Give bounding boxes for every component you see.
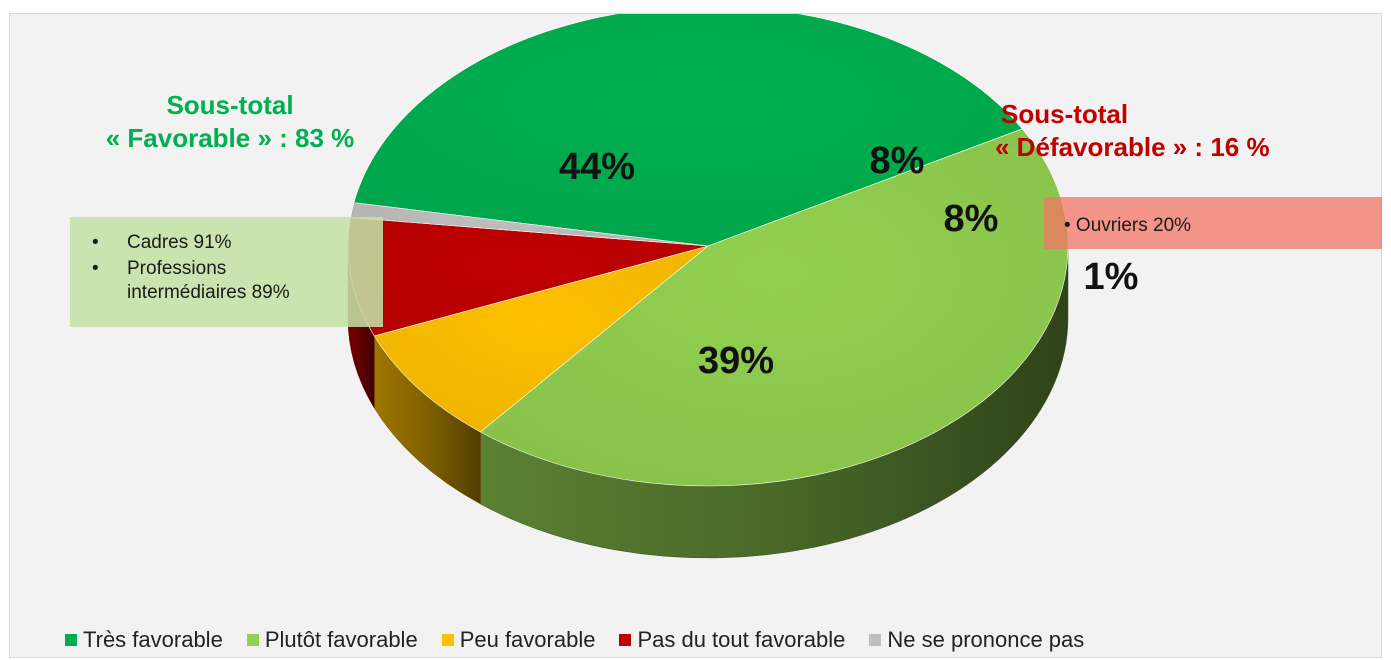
- subtotal-favorable-line2: « Favorable » : 83 %: [105, 123, 355, 153]
- data-labels: 39% 44% 8% 8% 1%: [559, 140, 1138, 382]
- legend-item-0: Très favorable: [65, 627, 223, 653]
- data-label-4: 1%: [1084, 256, 1139, 298]
- legend-label-1: Plutôt favorable: [264, 627, 418, 652]
- detail-professions-line1: Professions: [127, 258, 227, 279]
- legend-item-4: Ne se prononce pas: [869, 627, 1084, 653]
- chart-legend: Très favorable Plutôt favorable Peu favora…: [65, 627, 1385, 653]
- subtotal-favorable-line1: Sous-total: [166, 90, 294, 120]
- pie-slice-2: [373, 245, 709, 433]
- favorable-details-list: Cadres 91% Professions intermédiaires 89…: [70, 217, 383, 305]
- subtotal-defavorable-line2: « Défavorable » : 16 %: [995, 132, 1270, 162]
- legend-item-2: Peu favorable: [441, 627, 596, 653]
- favorable-details-box: Cadres 91% Professions intermédiaires 89…: [70, 217, 383, 327]
- legend-item-3: Pas du tout favorable: [619, 627, 845, 653]
- pie-slice-0: [353, 14, 1023, 247]
- legend-label-2: Peu favorable: [459, 627, 596, 652]
- detail-ouvriers: • Ouvriers 20%: [1064, 215, 1192, 236]
- detail-professions: Professions intermédiaires 89%: [70, 257, 383, 305]
- data-label-3: 8%: [944, 198, 999, 240]
- chart-area: 39% 44% 8% 8% 1% Sous-total « Favorable » : …: [9, 13, 1382, 658]
- legend-swatch-3: [619, 634, 632, 646]
- subtotal-defavorable: Sous-total « Défavorable » : 16 %: [995, 98, 1340, 164]
- legend-swatch-0: [65, 634, 77, 646]
- legend-label-3: Pas du tout favorable: [637, 627, 846, 652]
- pie-chart: 39% 44% 8% 8% 1%: [347, 14, 1138, 559]
- legend-label-4: Ne se prononce pas: [887, 627, 1085, 652]
- defavorable-details-box: • Ouvriers 20%: [1044, 197, 1382, 249]
- legend-swatch-1: [246, 634, 259, 646]
- legend-item-1: Plutôt favorable: [246, 627, 418, 653]
- detail-professions-line2: intermédiaires 89%: [127, 282, 290, 303]
- data-label-0: 39%: [698, 340, 774, 382]
- detail-cadres: Cadres 91%: [70, 231, 383, 255]
- subtotal-favorable: Sous-total « Favorable » : 83 %: [80, 89, 380, 155]
- data-label-2: 8%: [870, 140, 925, 182]
- pie-top: [347, 14, 1069, 487]
- subtotal-defavorable-line1: Sous-total: [1001, 99, 1129, 129]
- legend-swatch-2: [441, 634, 454, 646]
- legend-label-0: Très favorable: [83, 627, 223, 652]
- data-label-1: 44%: [559, 146, 635, 188]
- legend-swatch-4: [869, 634, 882, 646]
